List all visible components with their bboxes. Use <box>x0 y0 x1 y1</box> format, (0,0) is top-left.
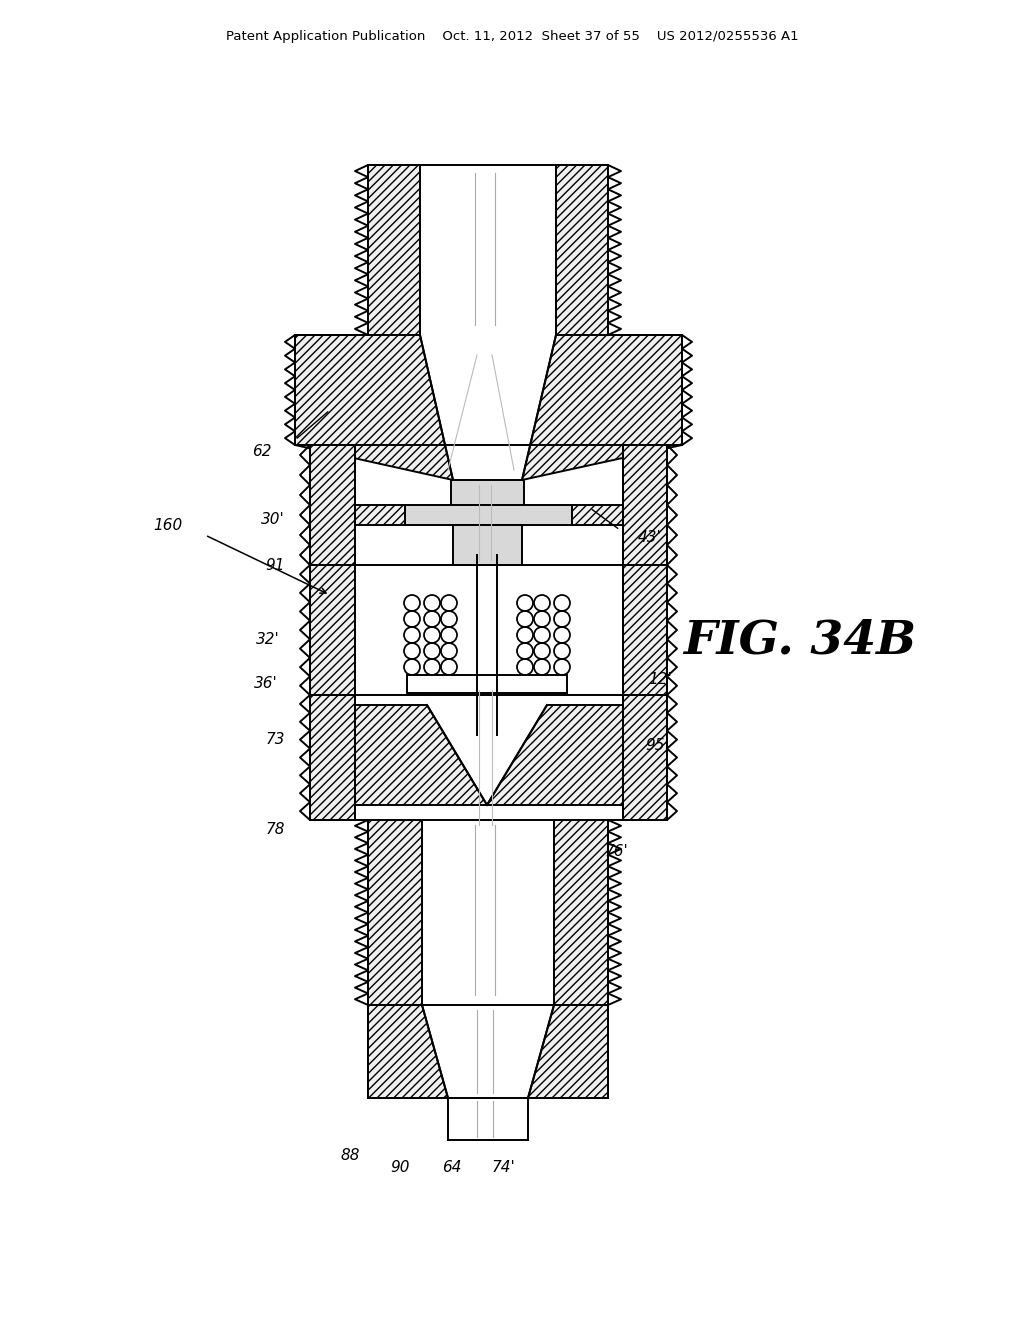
Text: 36': 36' <box>254 676 278 692</box>
Text: 43': 43' <box>638 531 662 545</box>
Polygon shape <box>556 165 608 335</box>
Text: 32': 32' <box>256 632 280 648</box>
Polygon shape <box>310 565 355 696</box>
Text: 30': 30' <box>261 512 285 528</box>
Polygon shape <box>368 1005 449 1098</box>
Polygon shape <box>487 705 623 805</box>
Polygon shape <box>623 565 667 696</box>
Polygon shape <box>522 335 682 480</box>
Polygon shape <box>310 696 355 820</box>
Polygon shape <box>407 675 567 693</box>
Polygon shape <box>623 445 667 565</box>
Text: Patent Application Publication    Oct. 11, 2012  Sheet 37 of 55    US 2012/02555: Patent Application Publication Oct. 11, … <box>225 30 799 44</box>
Polygon shape <box>355 705 487 805</box>
Polygon shape <box>355 506 406 525</box>
Polygon shape <box>368 820 422 1005</box>
Polygon shape <box>453 525 522 565</box>
Text: 73: 73 <box>265 733 285 747</box>
Text: 78: 78 <box>265 822 285 837</box>
Polygon shape <box>310 445 355 565</box>
Text: 91: 91 <box>265 557 285 573</box>
Text: 90: 90 <box>390 1160 410 1175</box>
Text: FIG. 34B: FIG. 34B <box>683 616 916 663</box>
Text: 12': 12' <box>648 672 672 688</box>
Text: 62: 62 <box>253 445 272 459</box>
Polygon shape <box>295 335 453 480</box>
Polygon shape <box>368 165 420 335</box>
Text: 74': 74' <box>492 1160 515 1175</box>
Polygon shape <box>451 480 524 515</box>
Text: 160: 160 <box>154 517 183 532</box>
Text: 88: 88 <box>340 1148 359 1163</box>
Polygon shape <box>572 506 623 525</box>
Polygon shape <box>623 696 667 820</box>
Polygon shape <box>554 820 608 1005</box>
Polygon shape <box>406 506 572 525</box>
Text: 95: 95 <box>645 738 665 752</box>
Text: 76': 76' <box>605 845 629 859</box>
Polygon shape <box>528 1005 608 1098</box>
Text: 64: 64 <box>442 1160 462 1175</box>
